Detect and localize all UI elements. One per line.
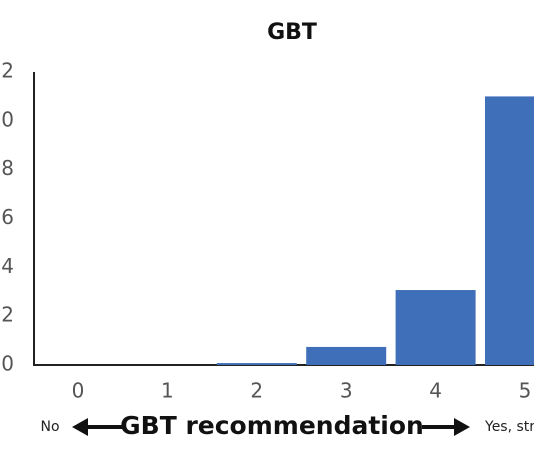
x-axis-title: GBT recommendation <box>120 411 424 440</box>
y-tick-label: 10 <box>0 107 14 131</box>
right-note: Yes, str <box>484 419 534 435</box>
y-tick-label: 4 <box>1 254 14 278</box>
x-tick-label: 1 <box>161 379 174 403</box>
chart-title: GBT <box>267 20 317 45</box>
bar <box>485 96 534 366</box>
x-tick-label: 3 <box>340 379 353 403</box>
y-tick-label: 2 <box>1 303 14 327</box>
y-tick-label: 12 <box>0 59 14 83</box>
y-tick-label: 0 <box>1 352 14 376</box>
bar <box>306 346 387 365</box>
y-tick-label: 8 <box>1 156 14 180</box>
left-note: No <box>40 419 59 435</box>
bar <box>395 290 476 365</box>
left-arrow <box>72 418 122 436</box>
right-arrow <box>422 418 470 436</box>
y-tick-label: 6 <box>1 205 14 229</box>
x-tick-label: 0 <box>72 379 85 403</box>
bar <box>216 363 297 365</box>
x-tick-label: 2 <box>250 379 263 403</box>
x-tick-label: 5 <box>519 379 532 403</box>
x-tick-label: 4 <box>429 379 442 403</box>
